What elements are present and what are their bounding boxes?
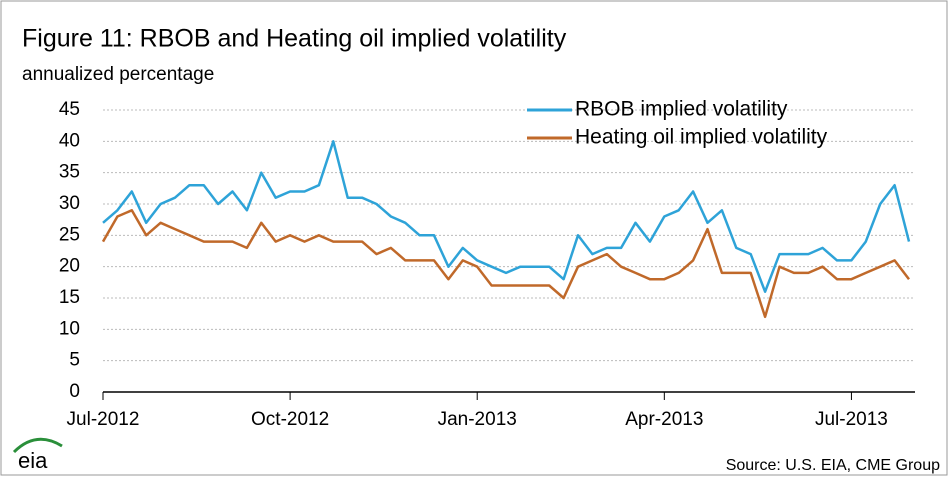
y-tick-label: 10 <box>59 318 80 339</box>
x-tick-label: Apr-2013 <box>625 409 703 430</box>
y-tick-label: 0 <box>69 381 80 402</box>
series-line <box>102 140 911 293</box>
y-tick-label: 40 <box>59 130 80 151</box>
logo: eia <box>18 448 48 473</box>
x-tick-label: Jul-2013 <box>815 409 888 430</box>
y-tick-label: 35 <box>59 162 80 183</box>
y-axis-label: annualized percentage <box>22 64 214 85</box>
y-tick-label: 25 <box>59 224 80 245</box>
y-tick-label: 15 <box>59 287 80 308</box>
legend-label: Heating oil implied volatility <box>575 126 828 149</box>
legend-label: RBOB implied volatility <box>575 98 788 121</box>
logo-arc <box>12 437 63 454</box>
y-tick-label: 20 <box>59 256 80 277</box>
y-tick-label: 30 <box>59 193 80 214</box>
x-tick-label: Oct-2012 <box>251 409 329 430</box>
chart-title: Figure 11: RBOB and Heating oil implied … <box>22 25 567 53</box>
series-line <box>101 209 910 319</box>
source: Source: U.S. EIA, CME Group <box>726 457 940 474</box>
y-tick-label: 45 <box>59 99 80 120</box>
x-tick-label: Jul-2012 <box>67 409 140 430</box>
x-tick-label: Jan-2013 <box>438 409 517 430</box>
y-tick-label: 5 <box>69 350 80 371</box>
